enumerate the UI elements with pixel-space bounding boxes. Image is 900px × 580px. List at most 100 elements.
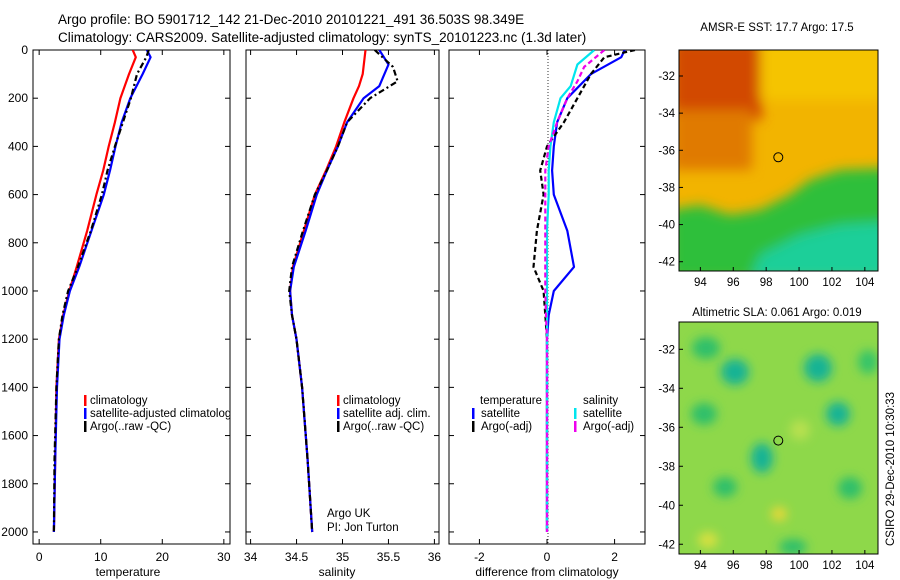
temperature-legend: climatology satellite-adjusted climatolo… [84,395,237,433]
series-line [544,50,606,532]
difference-panel: -2 0 2 difference from climatology tempera… [448,49,646,579]
difference-x-axis: -2 0 2 [474,50,618,564]
x-tick-label: 0 [544,550,551,564]
series-line [289,50,367,533]
sla-eddy [838,477,862,499]
sla-map-title: Altimetric SLA: 0.061 Argo: 0.019 [692,307,861,319]
lon-tick-label: 104 [855,277,875,289]
legend-satellite-adj-clim: satellite adj. clim. [343,408,431,420]
legend-satellite-adjusted: satellite-adjusted climatology [90,408,237,420]
sla-high [771,507,787,521]
lat-tick-label: -32 [658,344,675,356]
pi-label: PI: Jon Turton [327,522,399,534]
salinity-y-ticks [246,49,439,533]
sla-eddy [691,403,717,425]
sla-eddy [713,477,737,497]
sla-map: Altimetric SLA: 0.061 Argo: 0.019 94 9 [658,307,879,572]
series-line [288,50,399,533]
y-tick-label: 800 [8,236,28,250]
legend-sal-satellite: satellite [583,408,622,420]
sst-warm-region [679,50,762,120]
header-line-1: Argo profile: BO 5901712_142 21-Dec-2010… [58,12,524,27]
temperature-x-label: temperature [96,565,161,579]
argo-position-marker [773,152,784,163]
lat-tick-label: -34 [658,383,675,395]
y-tick-label: 0 [21,43,28,57]
lon-tick-label: 102 [822,277,841,289]
lon-tick-label: 102 [822,560,841,572]
sla-eddy [721,359,749,385]
legend-temperature-title: temperature [480,395,542,407]
lat-tick-label: -36 [658,422,675,434]
sla-eddy [858,350,878,374]
sla-high [698,532,718,548]
legend-argo: Argo(..raw -QC) [343,421,424,433]
lon-tick-label: 94 [694,560,707,572]
lat-tick-label: -40 [658,500,675,512]
legend-argo: Argo(..raw -QC) [90,421,171,433]
difference-x-label: difference from climatology [475,565,618,579]
lon-tick-label: 96 [727,277,740,289]
y-tick-label: 400 [8,139,28,153]
salinity-legend: climatology satellite adj. clim. Argo(..… [337,395,431,433]
header-line-2: Climatology: CARS2009. Satellite-adjuste… [58,30,586,45]
sla-high [790,420,810,440]
sla-eddy [751,443,773,473]
sst-map-title: AMSR-E SST: 17.7 Argo: 17.5 [700,22,853,34]
lat-tick-label: -42 [658,257,675,269]
series-line [532,50,636,532]
legend-temp-argo-adj: Argo(-adj) [481,421,532,433]
legend-temp-satellite: satellite [481,408,520,420]
x-tick-label: 34.5 [285,550,309,564]
temperature-x-axis: 0 10 20 30 [36,50,231,564]
legend-climatology: climatology [343,395,401,407]
x-tick-label: 10 [94,550,108,564]
legend-sal-argo-adj: Argo(-adj) [583,421,634,433]
y-tick-label: 1800 [1,477,28,491]
lat-tick-label: -38 [658,461,675,473]
salinity-x-axis: 34 34.5 35 35.5 36 [244,50,441,564]
sla-eddy [826,402,850,426]
x-tick-label: 35 [336,550,350,564]
lon-tick-label: 104 [855,560,875,572]
x-tick-label: -2 [474,550,485,564]
argo-position-marker [773,435,784,446]
lon-tick-label: 98 [760,560,773,572]
x-tick-label: 36 [428,550,442,564]
difference-y-ticks [449,49,645,533]
salinity-panel: 34 34.5 35 35.5 36 salinity climatology sate… [244,49,441,579]
lat-tick-label: -42 [658,539,675,551]
y-tick-label: 1000 [1,284,28,298]
lon-tick-label: 100 [789,560,808,572]
x-tick-label: 35.5 [377,550,401,564]
y-tick-label: 200 [8,91,28,105]
x-tick-label: 20 [156,550,170,564]
y-tick-label: 2000 [1,525,28,539]
series-line [545,50,626,532]
sla-map-frame [678,321,879,555]
lat-tick-label: -38 [658,182,675,194]
sla-eddy [804,354,832,382]
depth-axis: 0 200 400 600 800 1000 1200 1400 1600 1800 2000 [1,43,230,539]
lon-tick-label: 94 [694,277,707,289]
series-line [52,50,150,533]
salinity-plot-frame [245,49,440,545]
sla-eddy [779,539,807,554]
x-tick-label: 0 [36,550,43,564]
lon-tick-label: 100 [789,277,808,289]
y-tick-label: 1400 [1,380,28,394]
sst-coldest-region [753,222,878,271]
y-tick-label: 1600 [1,429,28,443]
legend-salinity-title: salinity [583,395,618,407]
sst-map-frame [678,49,879,272]
x-tick-label: 30 [217,550,231,564]
csiro-stamp: CSIRO 29-Dec-2010 10:30:33 [885,392,897,546]
legend-climatology: climatology [90,395,148,407]
lat-tick-label: -36 [658,145,675,157]
lon-tick-label: 98 [760,277,773,289]
series-line [289,50,390,533]
series-line [52,50,137,533]
lat-tick-label: -32 [658,71,675,83]
sst-map-axes: 94 96 98 100 102 104 -32 -34 -36 -38 -40 -42 [658,71,875,289]
